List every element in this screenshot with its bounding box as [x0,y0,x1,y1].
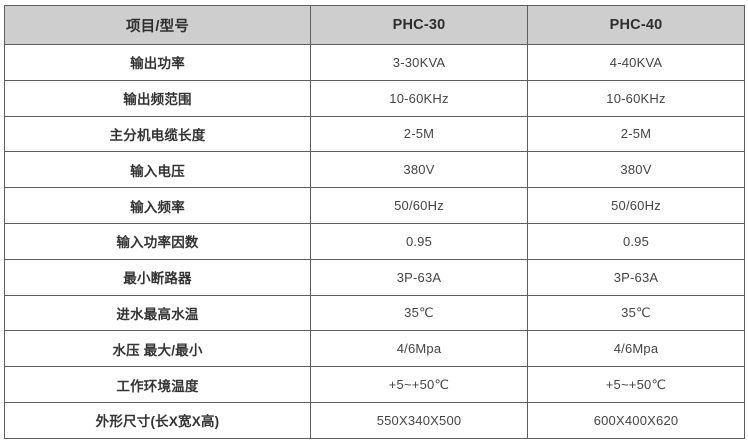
column-header-item: 项目/型号 [4,5,311,45]
cell-phc30: 2-5M [310,115,528,153]
row-label: 水压 最大/最小 [4,330,311,368]
row-label: 最小断路器 [4,258,311,296]
specification-table-container: 项目/型号 PHC-30 PHC-40 输出功率 3-30KVA 4-40KVA… [4,5,745,439]
table-row: 主分机电缆长度 2-5M 2-5M [4,115,745,153]
row-label: 输入功率因数 [4,222,311,260]
cell-phc40: 4/6Mpa [527,330,745,368]
cell-phc40: 600X400X620 [527,401,745,439]
cell-phc30: 3P-63A [310,258,528,296]
specification-table: 项目/型号 PHC-30 PHC-40 输出功率 3-30KVA 4-40KVA… [4,5,745,439]
row-label: 输出功率 [4,44,311,81]
cell-phc30: 3-30KVA [310,44,528,81]
table-row: 输出功率 3-30KVA 4-40KVA [4,44,745,81]
row-label: 输入频率 [4,187,311,224]
cell-phc40: 2-5M [527,115,745,153]
table-row: 输入功率因数 0.95 0.95 [4,222,745,260]
table-row: 输入电压 380V 380V [4,151,745,189]
row-label: 工作环境温度 [4,366,311,403]
row-label: 输入电压 [4,151,311,189]
row-label: 进水最高水温 [4,294,311,332]
cell-phc30: 0.95 [310,222,528,260]
column-header-phc30: PHC-30 [310,5,528,45]
table-row: 进水最高水温 35℃ 35℃ [4,294,745,332]
table-row: 水压 最大/最小 4/6Mpa 4/6Mpa [4,330,745,368]
table-row: 外形尺寸(长X宽X高) 550X340X500 600X400X620 [4,401,745,439]
row-label: 输出频范围 [4,79,311,117]
row-label: 主分机电缆长度 [4,115,311,153]
cell-phc30: 10-60KHz [310,79,528,117]
column-header-phc40: PHC-40 [527,5,745,45]
cell-phc30: 550X340X500 [310,401,528,439]
cell-phc40: 35℃ [527,294,745,332]
cell-phc40: 3P-63A [527,258,745,296]
table-header: 项目/型号 PHC-30 PHC-40 [4,5,745,45]
cell-phc40: 380V [527,151,745,189]
cell-phc30: 4/6Mpa [310,330,528,368]
cell-phc40: 4-40KVA [527,44,745,81]
cell-phc40: +5~+50℃ [527,366,745,403]
cell-phc40: 10-60KHz [527,79,745,117]
cell-phc40: 0.95 [527,222,745,260]
cell-phc40: 50/60Hz [527,187,745,224]
row-label: 外形尺寸(长X宽X高) [4,401,311,439]
table-header-row: 项目/型号 PHC-30 PHC-40 [4,5,745,45]
cell-phc30: 50/60Hz [310,187,528,224]
table-row: 输入频率 50/60Hz 50/60Hz [4,187,745,224]
table-row: 工作环境温度 +5~+50℃ +5~+50℃ [4,366,745,403]
cell-phc30: +5~+50℃ [310,366,528,403]
table-row: 输出频范围 10-60KHz 10-60KHz [4,79,745,117]
cell-phc30: 380V [310,151,528,189]
table-row: 最小断路器 3P-63A 3P-63A [4,258,745,296]
cell-phc30: 35℃ [310,294,528,332]
table-body: 输出功率 3-30KVA 4-40KVA 输出频范围 10-60KHz 10-6… [4,44,745,439]
